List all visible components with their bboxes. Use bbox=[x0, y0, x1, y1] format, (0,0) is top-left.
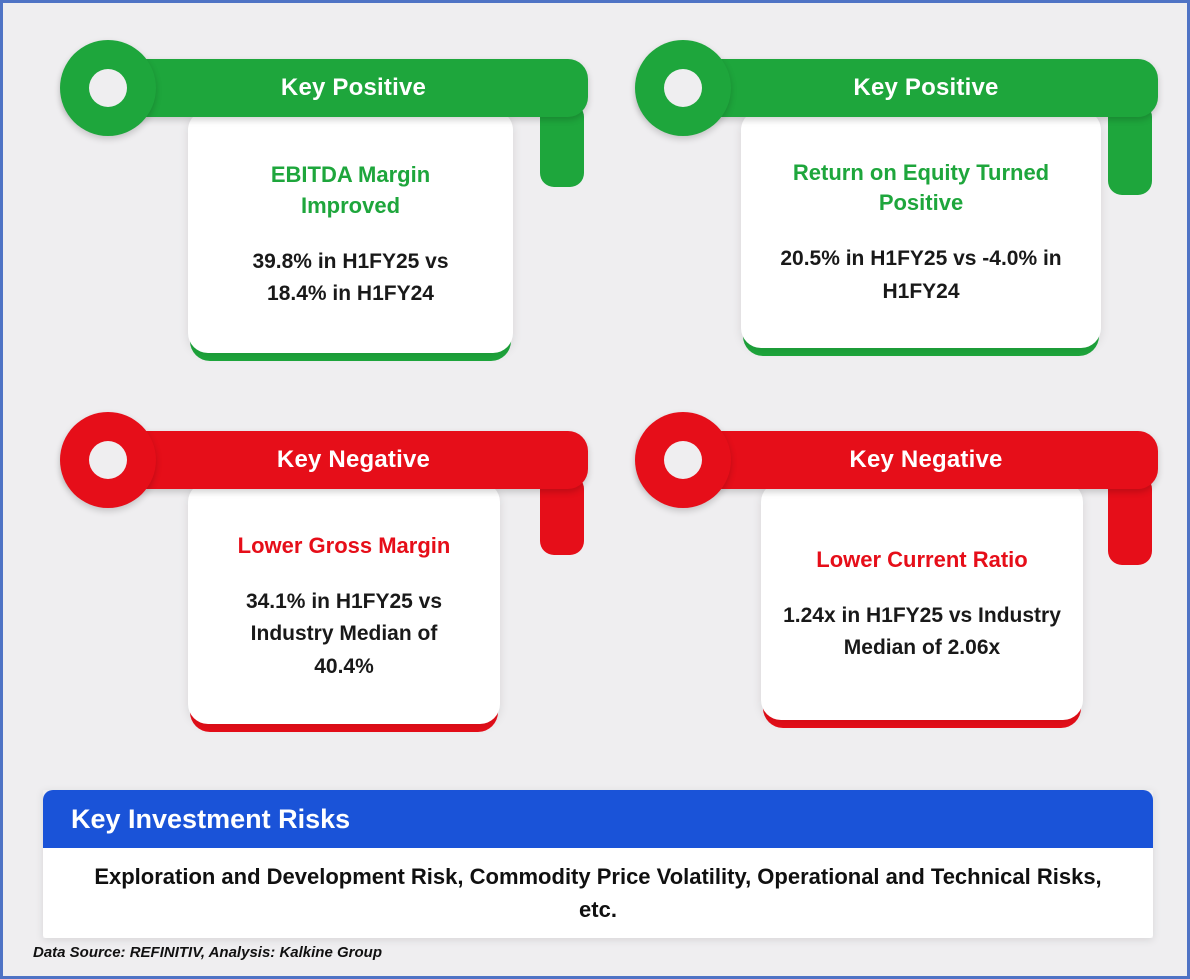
card-detail: 39.8% in H1FY25 vs 18.4% in H1FY24 bbox=[252, 249, 449, 306]
key-card: Return on Equity Turned Positive 20.5% i… bbox=[741, 110, 1101, 356]
key-badge-label: Key Negative bbox=[849, 446, 1003, 473]
key-badge-label: Key Negative bbox=[276, 446, 431, 473]
key-bow-icon bbox=[635, 40, 731, 136]
key-hole bbox=[664, 441, 702, 479]
card-title: Lower Gross Margin bbox=[237, 532, 451, 558]
key-positive-1: EBITDA Margin Improved 39.8% in H1FY25 v… bbox=[43, 33, 618, 403]
key-badge-label: Key Positive bbox=[853, 74, 999, 101]
key-tooth bbox=[1108, 103, 1152, 195]
key-bow-icon bbox=[60, 412, 156, 508]
key-tooth bbox=[540, 103, 584, 187]
card-detail: 1.24x in H1FY25 vs Industry Median of 2.… bbox=[783, 603, 1061, 660]
key-positive-2: Return on Equity Turned Positive 20.5% i… bbox=[618, 33, 1187, 403]
card-detail: 20.5% in H1FY25 vs -4.0% in H1FY24 bbox=[780, 247, 1062, 303]
key-card: EBITDA Margin Improved 39.8% in H1FY25 v… bbox=[188, 110, 513, 361]
key-hole bbox=[89, 441, 127, 479]
key-bow-icon bbox=[635, 412, 731, 508]
card-title: EBITDA Margin Improved bbox=[270, 162, 431, 218]
card-title: Return on Equity Turned Positive bbox=[792, 159, 1050, 216]
risks-header: Key Investment Risks bbox=[43, 790, 1153, 848]
risks-body: Exploration and Development Risk, Commod… bbox=[43, 848, 1153, 938]
key-card: Lower Current Ratio 1.24x in H1FY25 vs I… bbox=[761, 482, 1083, 728]
key-bow-icon bbox=[60, 40, 156, 136]
card-body: Lower Current Ratio 1.24x in H1FY25 vs I… bbox=[761, 482, 1083, 720]
key-negative-2: Lower Current Ratio 1.24x in H1FY25 vs I… bbox=[618, 403, 1187, 773]
key-card: Lower Gross Margin 34.1% in H1FY25 vs In… bbox=[188, 482, 500, 732]
card-detail: 34.1% in H1FY25 vs Industry Median of 40… bbox=[245, 589, 443, 678]
card-body: EBITDA Margin Improved 39.8% in H1FY25 v… bbox=[188, 110, 513, 353]
key-negative-1: Lower Gross Margin 34.1% in H1FY25 vs In… bbox=[43, 403, 618, 773]
card-body: Return on Equity Turned Positive 20.5% i… bbox=[741, 110, 1101, 348]
card-title: Lower Current Ratio bbox=[816, 547, 1028, 573]
key-investment-risks-panel: Key Investment Risks Exploration and Dev… bbox=[43, 790, 1153, 938]
risks-header-title: Key Investment Risks bbox=[71, 803, 351, 834]
key-badge-label: Key Positive bbox=[280, 74, 427, 101]
data-source-note: Data Source: REFINITIV, Analysis: Kalkin… bbox=[33, 944, 382, 961]
key-tooth bbox=[1108, 475, 1152, 565]
key-hole bbox=[664, 69, 702, 107]
key-hole bbox=[89, 69, 127, 107]
card-body: Lower Gross Margin 34.1% in H1FY25 vs In… bbox=[188, 482, 500, 724]
risks-body-text: Exploration and Development Risk, Commod… bbox=[94, 864, 1102, 922]
